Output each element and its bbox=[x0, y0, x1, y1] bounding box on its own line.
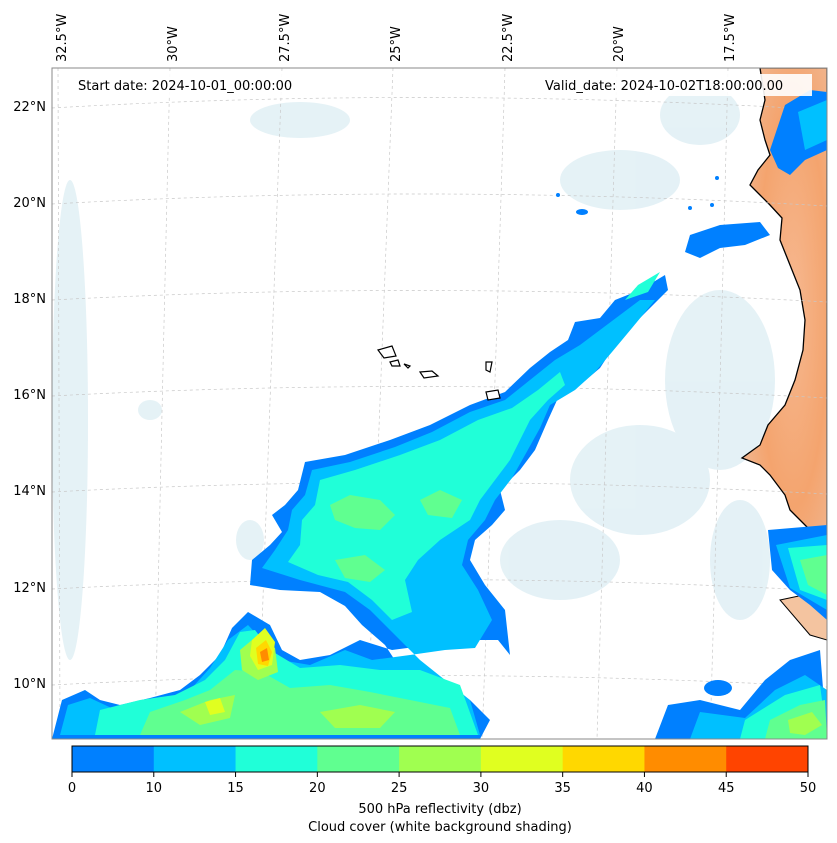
colorbar-tick-label: 30 bbox=[473, 781, 490, 796]
lat-label: 22°N bbox=[13, 100, 46, 115]
colorbar-swatches bbox=[72, 746, 809, 772]
colorbar-tick-label: 0 bbox=[68, 781, 76, 796]
colorbar-sublabel: Cloud cover (white background shading) bbox=[308, 820, 572, 835]
colorbar-tick-label: 20 bbox=[309, 781, 326, 796]
cape-verde-islands bbox=[376, 345, 501, 401]
colorbar-ticks: 0 10 15 20 25 30 35 40 45 50 bbox=[68, 772, 816, 796]
lon-label: 20°W bbox=[612, 26, 627, 62]
reflectivity-band-35-45 bbox=[256, 640, 272, 666]
lat-label: 18°N bbox=[13, 292, 46, 307]
colorbar-swatch bbox=[317, 746, 400, 772]
longitude-labels: 32.5°W 30°W 27.5°W 25°W 22.5°W 20°W 17.5… bbox=[55, 14, 738, 62]
cloud-cover-shading bbox=[52, 85, 775, 660]
lon-label: 32.5°W bbox=[55, 14, 70, 62]
colorbar-tick-label: 25 bbox=[391, 781, 408, 796]
map-panel: Start date: 2024-10-01_00:00:00 Valid_da… bbox=[52, 68, 827, 739]
lon-label: 25°W bbox=[389, 26, 404, 62]
latitude-labels: 22°N 20°N 18°N 16°N 14°N 12°N 10°N bbox=[13, 100, 46, 692]
lat-label: 20°N bbox=[13, 196, 46, 211]
colorbar-label: 500 hPa reflectivity (dbz) bbox=[358, 802, 521, 817]
colorbar: 0 10 15 20 25 30 35 40 45 50 500 hPa reflectivity… bbox=[68, 745, 816, 835]
reflectivity-band-25-30 bbox=[180, 635, 822, 735]
colorbar-swatch bbox=[399, 746, 482, 772]
colorbar-tick-label: 50 bbox=[800, 781, 817, 796]
colorbar-tick-label: 15 bbox=[227, 781, 244, 796]
colorbar-swatch bbox=[480, 746, 564, 772]
lat-label: 12°N bbox=[13, 581, 46, 596]
lon-label: 22.5°W bbox=[501, 14, 516, 62]
colorbar-swatch bbox=[644, 746, 727, 772]
colorbar-swatch bbox=[72, 746, 155, 772]
valid-date-label: Valid_date: 2024-10-02T18:00:00.00 bbox=[545, 79, 783, 94]
lat-label: 16°N bbox=[13, 388, 46, 403]
lat-label: 14°N bbox=[13, 484, 46, 499]
start-date-label: Start date: 2024-10-01_00:00:00 bbox=[78, 79, 292, 94]
map-frame bbox=[51, 67, 828, 740]
lon-label: 30°W bbox=[166, 26, 181, 62]
colorbar-frame bbox=[71, 745, 809, 773]
colorbar-swatch bbox=[235, 746, 318, 772]
colorbar-tick-label: 10 bbox=[146, 781, 163, 796]
lat-label: 10°N bbox=[13, 677, 46, 692]
colorbar-tick-label: 40 bbox=[636, 781, 653, 796]
header-boxes: Start date: 2024-10-01_00:00:00 Valid_da… bbox=[72, 74, 812, 96]
colorbar-swatch bbox=[726, 746, 809, 772]
lon-label: 27.5°W bbox=[278, 14, 293, 62]
colorbar-swatch bbox=[153, 746, 237, 772]
colorbar-swatch bbox=[562, 746, 645, 772]
colorbar-tick-label: 35 bbox=[554, 781, 571, 796]
lon-label: 17.5°W bbox=[723, 14, 738, 62]
colorbar-tick-label: 45 bbox=[718, 781, 735, 796]
